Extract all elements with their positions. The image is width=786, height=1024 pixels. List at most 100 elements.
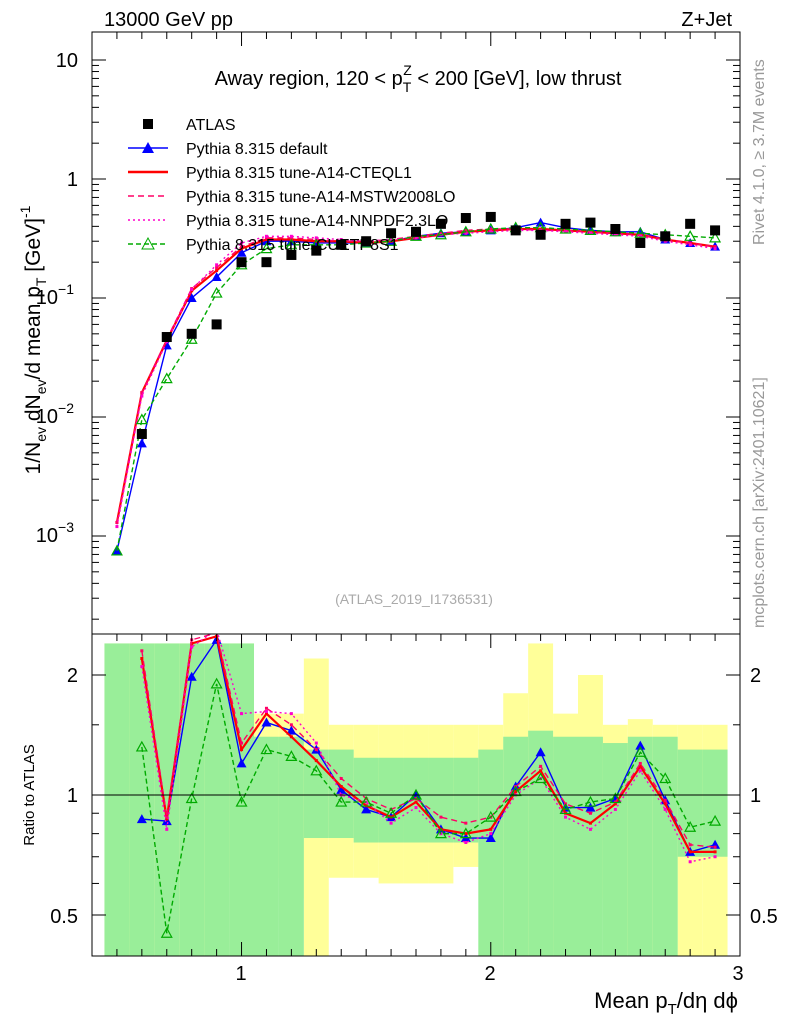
point-5-6 bbox=[260, 242, 273, 254]
point-1-1 bbox=[136, 438, 147, 448]
x-axis-title: Mean pT/dη dϕ bbox=[594, 988, 738, 1018]
point-1-4 bbox=[211, 272, 222, 282]
x-tick-labels: 1 2 3 bbox=[235, 963, 743, 985]
ratio-point-3-22 bbox=[663, 798, 667, 802]
ratio-tick-1-left: 1 bbox=[67, 785, 78, 807]
ratio-point-5-9 bbox=[335, 795, 348, 807]
ratio-point-2-22 bbox=[663, 802, 667, 806]
ratio-point-2-23 bbox=[688, 850, 692, 854]
legend-label-1: Pythia 8.315 default bbox=[186, 141, 328, 158]
axis-ticks bbox=[92, 32, 741, 956]
ratio-point-5-14 bbox=[459, 827, 472, 839]
ratio-point-5-17 bbox=[534, 772, 547, 784]
ratio-point-5-3 bbox=[185, 792, 198, 804]
legend-marker-5 bbox=[141, 236, 155, 250]
legend-label-0: ATLAS bbox=[186, 117, 236, 134]
ratio-point-4-23 bbox=[688, 860, 692, 864]
point-3-23 bbox=[688, 241, 692, 245]
ratio-point-4-19 bbox=[588, 827, 592, 831]
ratio-point-1-2 bbox=[161, 816, 172, 826]
x-tick-2: 2 bbox=[484, 963, 495, 985]
atlas-point-19 bbox=[585, 217, 596, 228]
point-4-14 bbox=[464, 231, 468, 235]
atlas-point-14 bbox=[460, 213, 471, 224]
ratio-point-3-17 bbox=[539, 764, 543, 768]
ratio-point-3-19 bbox=[588, 811, 592, 815]
ratio-point-4-8 bbox=[314, 741, 318, 745]
band-green-15 bbox=[478, 749, 504, 956]
atlas-point-5 bbox=[236, 257, 247, 268]
legend-marker-1 bbox=[142, 142, 154, 153]
ratio-point-2-20 bbox=[613, 802, 617, 806]
ratio-tick-2-right: 2 bbox=[750, 665, 761, 687]
atlas-point-9 bbox=[336, 239, 347, 250]
series-line-3 bbox=[116, 228, 716, 523]
atlas-point-24 bbox=[710, 225, 721, 236]
ratio-point-3-24 bbox=[713, 845, 717, 849]
ratio-point-2-12 bbox=[414, 800, 418, 804]
point-4-4 bbox=[215, 263, 219, 267]
point-4-18 bbox=[564, 230, 568, 234]
ratio-point-1-7 bbox=[286, 725, 297, 735]
ratio-point-5-20 bbox=[609, 792, 622, 804]
ratio-point-5-23 bbox=[684, 821, 697, 832]
chart-title: Away region, 120 < pTZ < 200 [GeV], low … bbox=[215, 62, 622, 95]
point-3-0 bbox=[115, 520, 119, 524]
atlas-point-11 bbox=[386, 228, 397, 239]
ratio-point-5-15 bbox=[484, 810, 497, 822]
ratio-point-4-3 bbox=[190, 645, 194, 649]
point-3-4 bbox=[215, 266, 219, 270]
atlas-point-8 bbox=[311, 245, 322, 256]
point-3-6 bbox=[264, 236, 268, 240]
band-green-18 bbox=[553, 736, 578, 956]
atlas-point-16 bbox=[510, 225, 521, 236]
ratio-point-2-19 bbox=[588, 821, 592, 825]
point-2-4 bbox=[215, 269, 219, 273]
point-3-21 bbox=[638, 233, 642, 237]
ratio-point-2-1 bbox=[140, 656, 144, 660]
series-line-5 bbox=[116, 226, 716, 551]
band-green-12 bbox=[403, 757, 429, 843]
atlas-point-2 bbox=[161, 332, 172, 343]
ratio-point-3-7 bbox=[289, 723, 293, 727]
point-5-19 bbox=[584, 224, 597, 235]
ratio-point-5-24 bbox=[709, 814, 722, 826]
band-green-4 bbox=[204, 643, 230, 956]
ratio-point-4-22 bbox=[663, 807, 667, 811]
point-5-14 bbox=[459, 225, 472, 237]
band-green-17 bbox=[528, 730, 554, 956]
point-5-0 bbox=[110, 544, 123, 556]
ratio-tick-0.5-right: 0.5 bbox=[750, 906, 778, 928]
band-green-11 bbox=[378, 757, 404, 843]
atlas-point-6 bbox=[261, 257, 272, 268]
ratio-point-4-5 bbox=[240, 712, 244, 716]
ratio-point-2-14 bbox=[464, 832, 468, 836]
ratio-point-1-15 bbox=[485, 833, 496, 843]
band-green-21 bbox=[627, 736, 653, 956]
point-3-1 bbox=[140, 391, 144, 395]
ratio-point-2-16 bbox=[514, 790, 518, 794]
point-1-3 bbox=[186, 293, 197, 302]
ratio-point-4-7 bbox=[289, 712, 293, 716]
y-axis-title: 1/Nev dNev/d mean pT [GeV]-1 bbox=[17, 205, 49, 474]
point-4-6 bbox=[264, 234, 268, 238]
band-green-19 bbox=[578, 736, 603, 956]
process-label: Z+Jet bbox=[681, 9, 732, 31]
energy-label: 13000 GeV pp bbox=[104, 9, 233, 31]
point-2-8 bbox=[314, 239, 318, 243]
point-4-8 bbox=[314, 236, 318, 240]
ratio-panel-data bbox=[135, 634, 722, 938]
ratio-point-3-8 bbox=[314, 748, 318, 752]
ratio-point-5-5 bbox=[235, 795, 248, 807]
band-green-1 bbox=[129, 643, 155, 956]
ratio-point-4-18 bbox=[564, 815, 568, 819]
atlas-point-12 bbox=[411, 226, 421, 237]
ratio-point-3-5 bbox=[240, 741, 244, 745]
band-green-7 bbox=[278, 736, 304, 956]
ratio-line-3 bbox=[141, 634, 716, 848]
ratio-point-5-8 bbox=[310, 764, 323, 776]
band-green-24 bbox=[702, 749, 728, 857]
point-4-21 bbox=[638, 234, 642, 238]
series-line-1 bbox=[116, 221, 716, 552]
atlas-point-21 bbox=[635, 237, 646, 248]
